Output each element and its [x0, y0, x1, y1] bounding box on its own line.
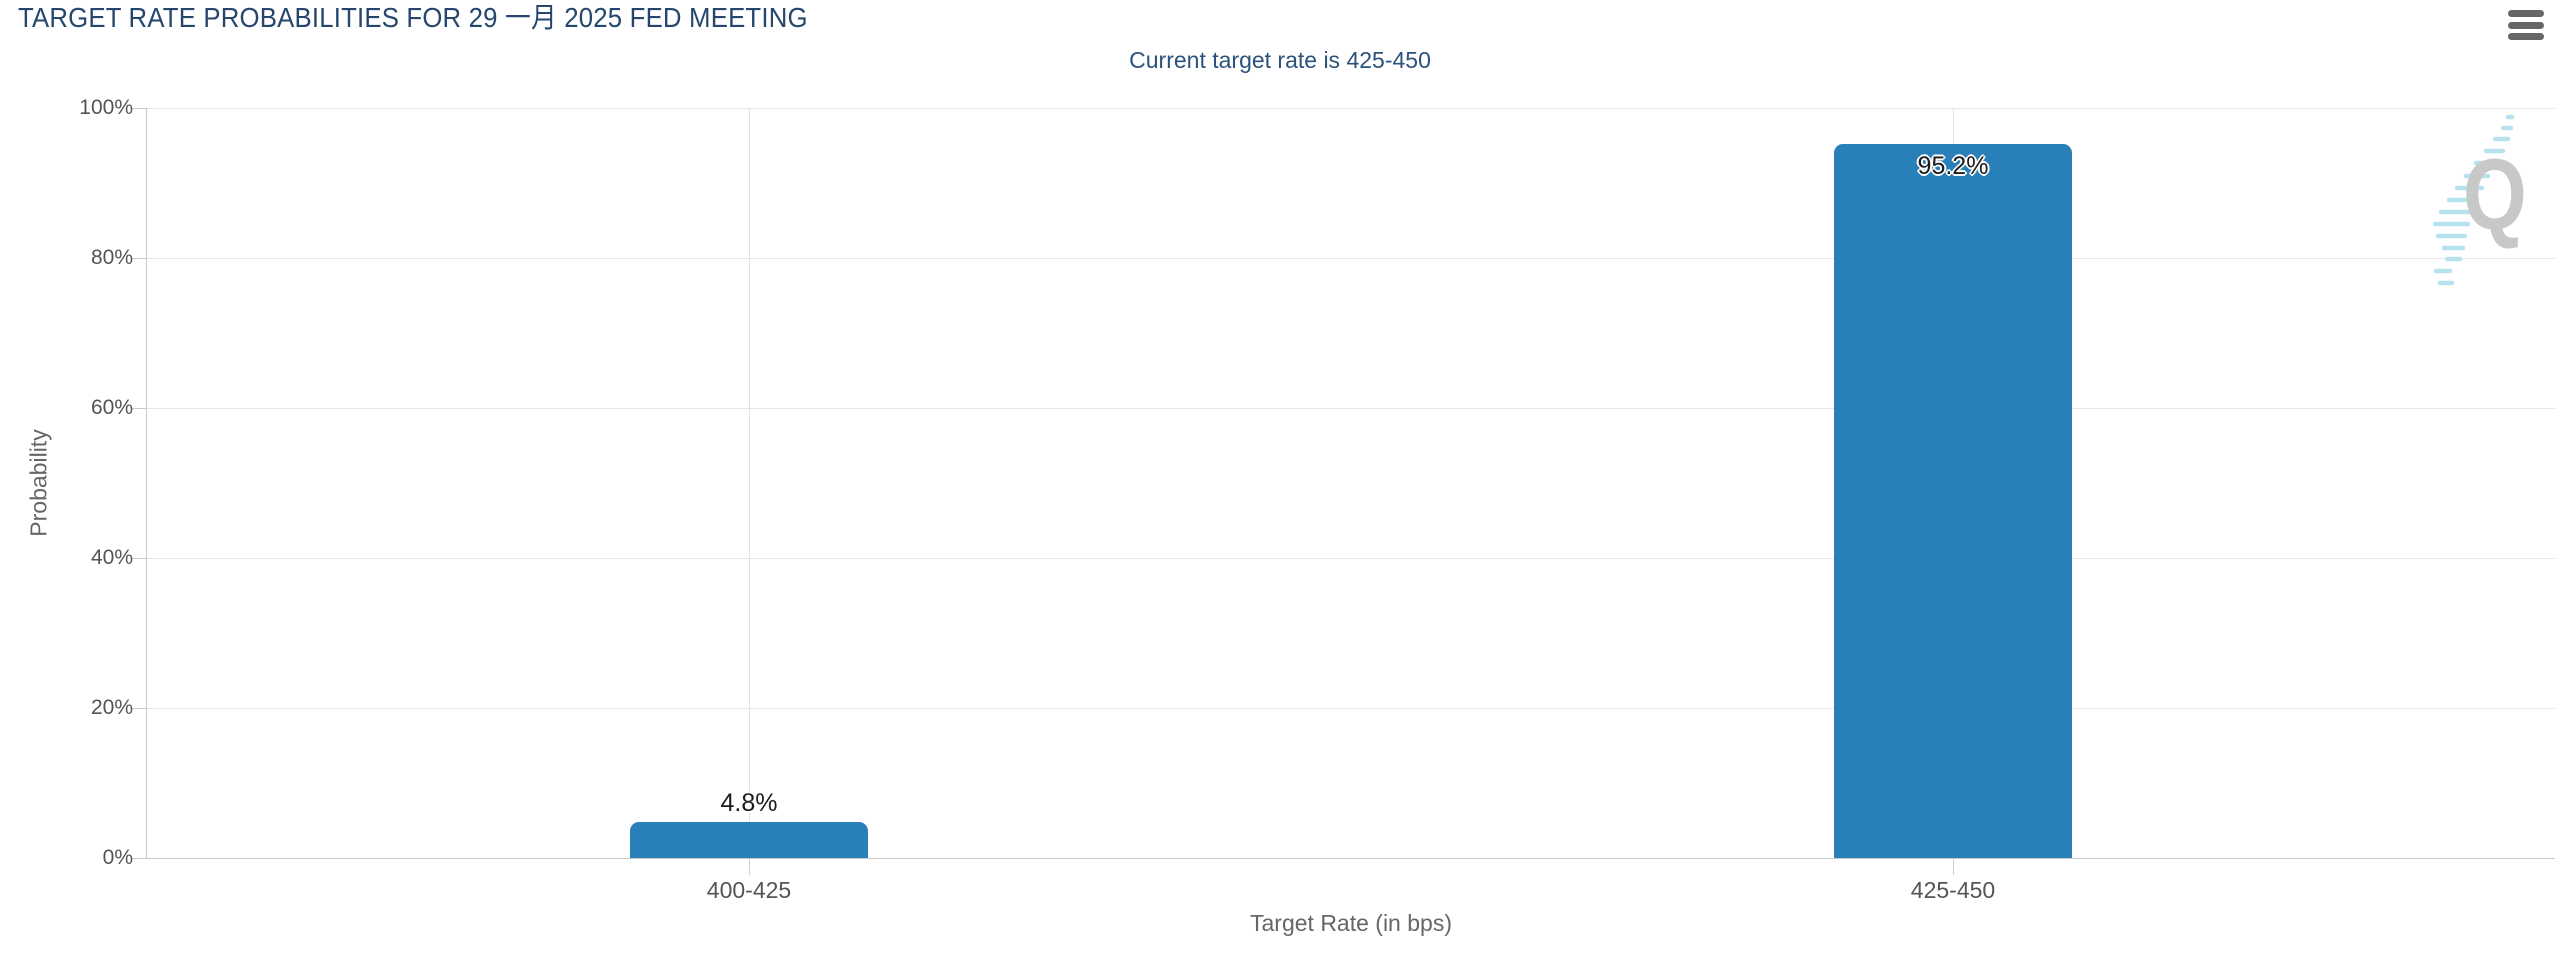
chart-context-menu-button[interactable] — [2508, 10, 2546, 44]
bar-value-label: 4.8% — [720, 789, 778, 817]
gridline-horizontal — [147, 558, 2555, 559]
y-tick-label: 80% — [90, 246, 133, 269]
gridline-horizontal — [147, 258, 2555, 259]
y-tick-label: 0% — [102, 846, 133, 869]
hamburger-menu-icon — [2508, 10, 2546, 40]
x-tick-label: 425-450 — [1910, 877, 1996, 903]
y-tick-label: 20% — [90, 696, 133, 719]
gridline-vertical — [749, 108, 750, 858]
bar-value-label: 95.2% — [1917, 152, 1989, 180]
y-axis-line — [146, 108, 147, 859]
x-tick-mark — [1953, 858, 1954, 875]
y-tick-mark — [131, 258, 147, 259]
y-axis-title: Probability — [25, 429, 52, 537]
x-tick-label: 400-425 — [706, 877, 792, 903]
x-axis-title: Target Rate (in bps) — [1250, 910, 1452, 936]
x-tick-mark — [749, 858, 750, 875]
watermark-q-letter: Q — [2463, 139, 2527, 251]
y-tick-mark — [131, 858, 147, 859]
chart-subtitle: Current target rate is 425-450 — [1129, 47, 1431, 73]
gridline-horizontal — [147, 108, 2555, 109]
y-tick-mark — [131, 708, 147, 709]
probability-bar — [1834, 144, 2072, 858]
y-tick-mark — [131, 108, 147, 109]
quikstrike-watermark: Q — [2425, 105, 2560, 300]
watermark-speed-lines-icon — [2432, 114, 2515, 286]
x-axis-line — [147, 858, 2555, 859]
y-tick-mark — [131, 408, 147, 409]
plot-area: 4.8% 95.2% — [131, 108, 2555, 875]
y-tick-label: 60% — [90, 396, 133, 419]
chart-title: TARGET RATE PROBABILITIES FOR 29 一月 2025… — [18, 2, 808, 33]
gridline-horizontal — [147, 708, 2555, 709]
probability-bar — [630, 822, 868, 858]
y-tick-label: 40% — [90, 546, 133, 569]
y-tick-label: 100% — [79, 96, 133, 119]
gridline-horizontal — [147, 408, 2555, 409]
y-tick-mark — [131, 558, 147, 559]
